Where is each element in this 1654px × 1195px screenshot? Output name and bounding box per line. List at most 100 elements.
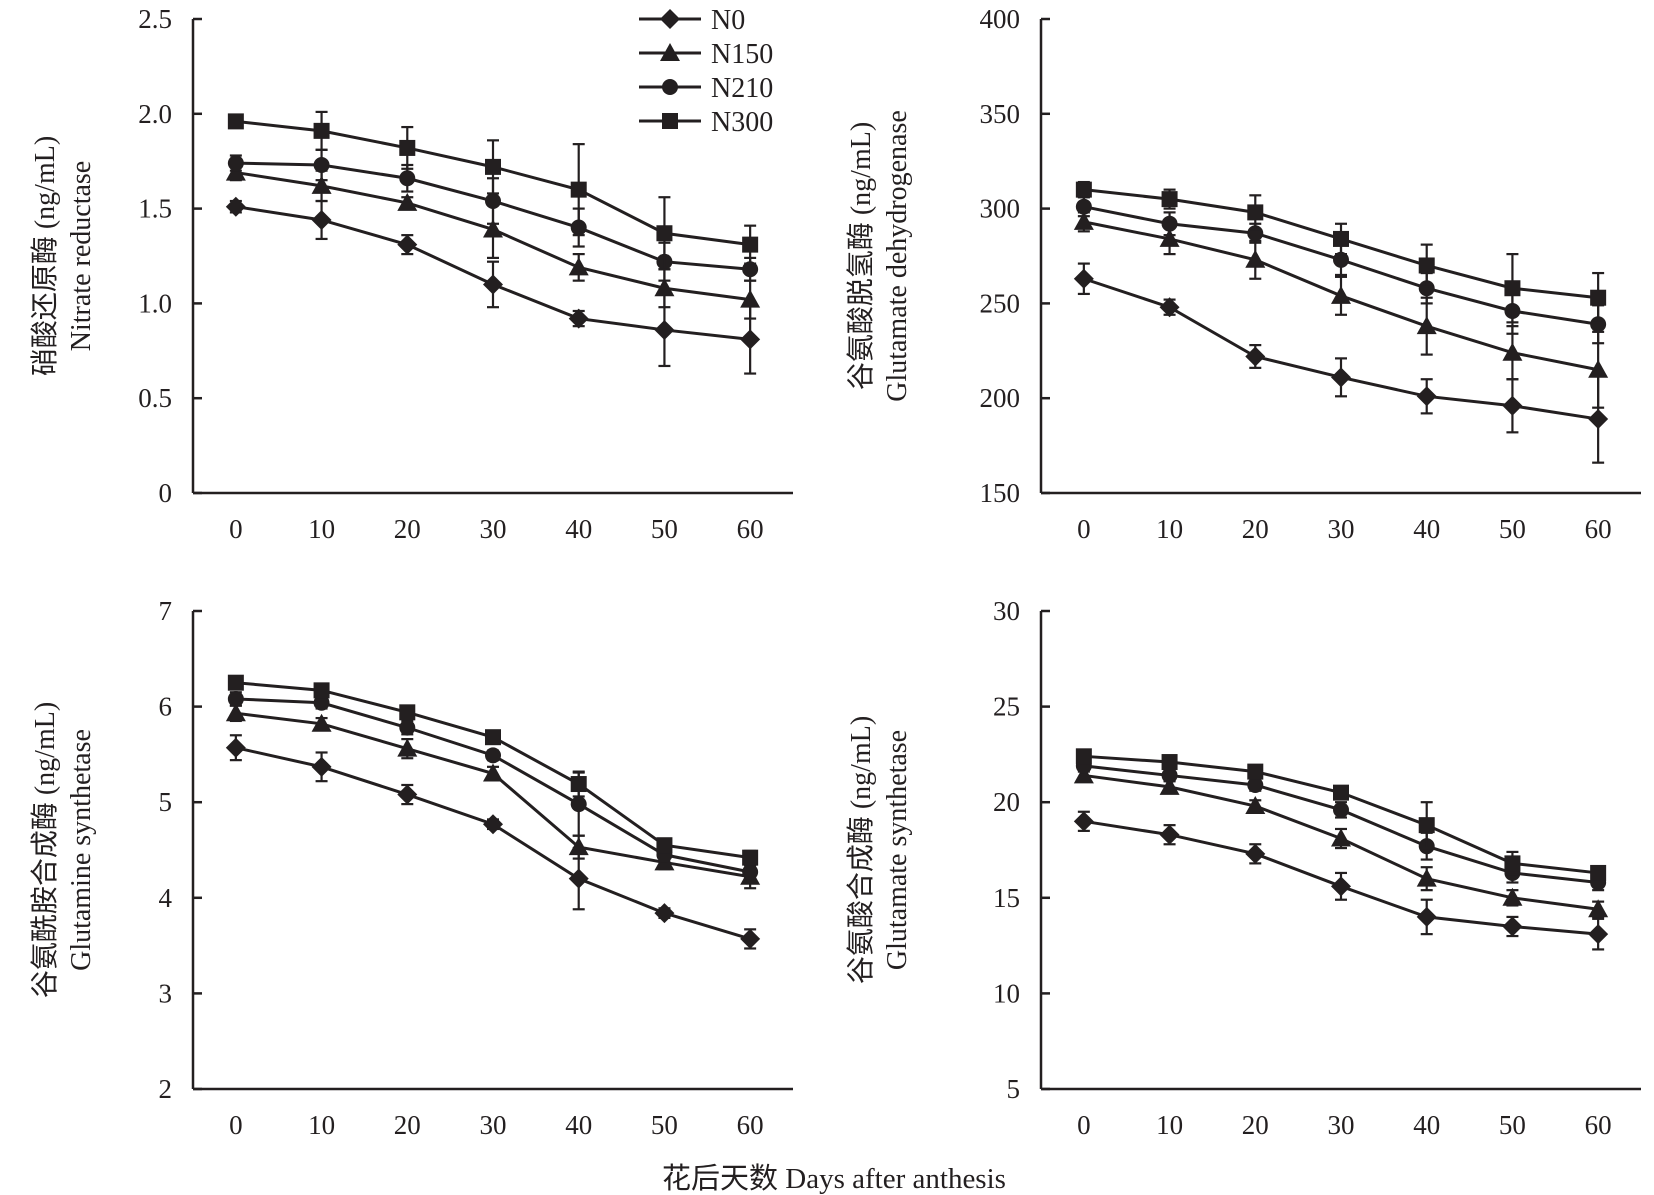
- y-tick-label: 25: [993, 692, 1020, 722]
- x-tick-label: 0: [229, 514, 243, 544]
- data-point-square: [1076, 748, 1092, 764]
- data-point-diamond: [1074, 811, 1094, 831]
- data-point-diamond: [312, 757, 332, 777]
- y-tick-label: 150: [980, 478, 1021, 508]
- data-point-square: [1419, 257, 1435, 273]
- data-point-diamond: [483, 814, 503, 834]
- legend-item-n300: N300: [639, 107, 773, 138]
- panel-glutamine-synthetase: 2 3 4 5 6 7 0 10 20 30 40 50 60 谷氨酰胺合成酶 (ng/mL) Glutam…: [29, 596, 793, 1140]
- data-point-square: [1419, 817, 1435, 833]
- y-tick-label: 4: [159, 883, 173, 913]
- chart-panels: 00.51.01.52.02.50 10 20 30 40 50 60硝酸还原酶 (ng/m…: [29, 4, 1641, 1140]
- y-tick-label: 6: [159, 692, 173, 722]
- data-point-square: [1247, 764, 1263, 780]
- y-tick-label: 400: [980, 4, 1021, 34]
- data-point-square: [656, 225, 672, 241]
- data-point-square: [399, 140, 415, 156]
- x-tick-label: 60: [1585, 514, 1612, 544]
- panel-glutamate-synthetase: 5 10 15 20 25 30 0 10 20 30 40 50 60 谷氨酸合成酶 (ng/mL) Gl…: [845, 596, 1641, 1140]
- x-tick-label: 50: [1499, 1110, 1526, 1140]
- data-point-circle: [571, 796, 587, 812]
- x-tick-label: 20: [394, 514, 421, 544]
- data-point-square: [485, 159, 501, 175]
- y-tick-label: 30: [993, 596, 1020, 626]
- y-tick-label: 200: [980, 383, 1021, 413]
- data-point-circle: [228, 155, 244, 171]
- data-point-diamond: [1160, 297, 1180, 317]
- data-point-diamond: [569, 309, 589, 329]
- data-point-square: [1333, 231, 1349, 247]
- y-tick-label: 0.5: [138, 383, 172, 413]
- data-point-square: [1076, 182, 1092, 198]
- data-point-diamond: [397, 785, 417, 805]
- data-point-circle: [399, 170, 415, 186]
- data-point-diamond: [1502, 396, 1522, 416]
- y-tick-label: 5: [159, 787, 173, 817]
- data-point-circle: [228, 691, 244, 707]
- y-tick-label: 15: [993, 883, 1020, 913]
- y-axis-label-cn: 谷氨酰胺合成酶 (ng/mL): [29, 702, 61, 998]
- x-tick-label: 0: [1077, 514, 1091, 544]
- data-point-diamond: [740, 329, 760, 349]
- data-point-triangle: [1331, 286, 1351, 304]
- data-point-square: [1162, 191, 1178, 207]
- x-tick-label: 50: [1499, 514, 1526, 544]
- x-tick-label: 30: [480, 1110, 507, 1140]
- data-point-square: [1590, 865, 1606, 881]
- data-point-diamond: [226, 738, 246, 758]
- legend-label: N150: [711, 39, 773, 70]
- data-point-diamond: [1074, 269, 1094, 289]
- data-point-diamond: [1588, 409, 1608, 429]
- data-point-square: [1247, 204, 1263, 220]
- data-point-circle: [1076, 199, 1092, 215]
- x-tick-label: 0: [1077, 1110, 1091, 1140]
- data-point-square: [1504, 280, 1520, 296]
- shared-x-axis-label: 花后天数 Days after anthesis: [662, 1162, 1006, 1195]
- data-point-diamond: [569, 869, 589, 889]
- legend-label: N300: [711, 107, 773, 138]
- data-point-square: [742, 850, 758, 866]
- data-point-square: [1333, 785, 1349, 801]
- data-point-circle: [399, 720, 415, 736]
- data-point-square: [1590, 290, 1606, 306]
- legend-item-n210: N210: [639, 73, 773, 104]
- x-tick-label: 40: [1413, 1110, 1440, 1140]
- data-point-square: [314, 682, 330, 698]
- data-point-diamond: [1245, 346, 1265, 366]
- data-point-circle: [485, 747, 501, 763]
- legend-marker-square: [662, 113, 678, 129]
- y-tick-label: 350: [980, 99, 1021, 129]
- data-point-diamond: [483, 274, 503, 294]
- legend-label: N210: [711, 73, 773, 104]
- data-point-diamond: [312, 210, 332, 230]
- data-point-diamond: [654, 903, 674, 923]
- y-tick-label: 5: [1007, 1074, 1021, 1104]
- x-tick-label: 60: [1585, 1110, 1612, 1140]
- data-point-diamond: [740, 929, 760, 949]
- data-point-diamond: [1245, 844, 1265, 864]
- y-axis-label-cn: 谷氨酸合成酶 (ng/mL): [845, 716, 877, 984]
- data-point-diamond: [1160, 825, 1180, 845]
- data-point-square: [399, 704, 415, 720]
- panel-glutamate-dehydrogenase: 150 200 250 300 350 400 0 10 20 30 40 50 60 谷氨酸脱氢酶 (n…: [845, 4, 1641, 544]
- x-tick-label: 10: [308, 514, 335, 544]
- data-point-diamond: [1502, 916, 1522, 936]
- data-point-square: [742, 237, 758, 253]
- y-axis-label-en: Glutamine synthetase: [66, 729, 97, 971]
- x-tick-label: 40: [565, 1110, 592, 1140]
- series-n210: [228, 691, 758, 880]
- data-point-diamond: [1417, 386, 1437, 406]
- x-tick-label: 20: [1242, 1110, 1269, 1140]
- legend-item-n150: N150: [639, 39, 773, 70]
- x-tick-label: 60: [737, 514, 764, 544]
- x-tick-label: 50: [651, 514, 678, 544]
- x-tick-label: 30: [480, 514, 507, 544]
- x-tick-label: 40: [1413, 514, 1440, 544]
- x-tick-label: 20: [1242, 514, 1269, 544]
- x-tick-label: 10: [1156, 1110, 1183, 1140]
- data-point-circle: [1162, 216, 1178, 232]
- x-tick-label: 40: [565, 514, 592, 544]
- x-tick-label: 10: [1156, 514, 1183, 544]
- data-point-circle: [485, 193, 501, 209]
